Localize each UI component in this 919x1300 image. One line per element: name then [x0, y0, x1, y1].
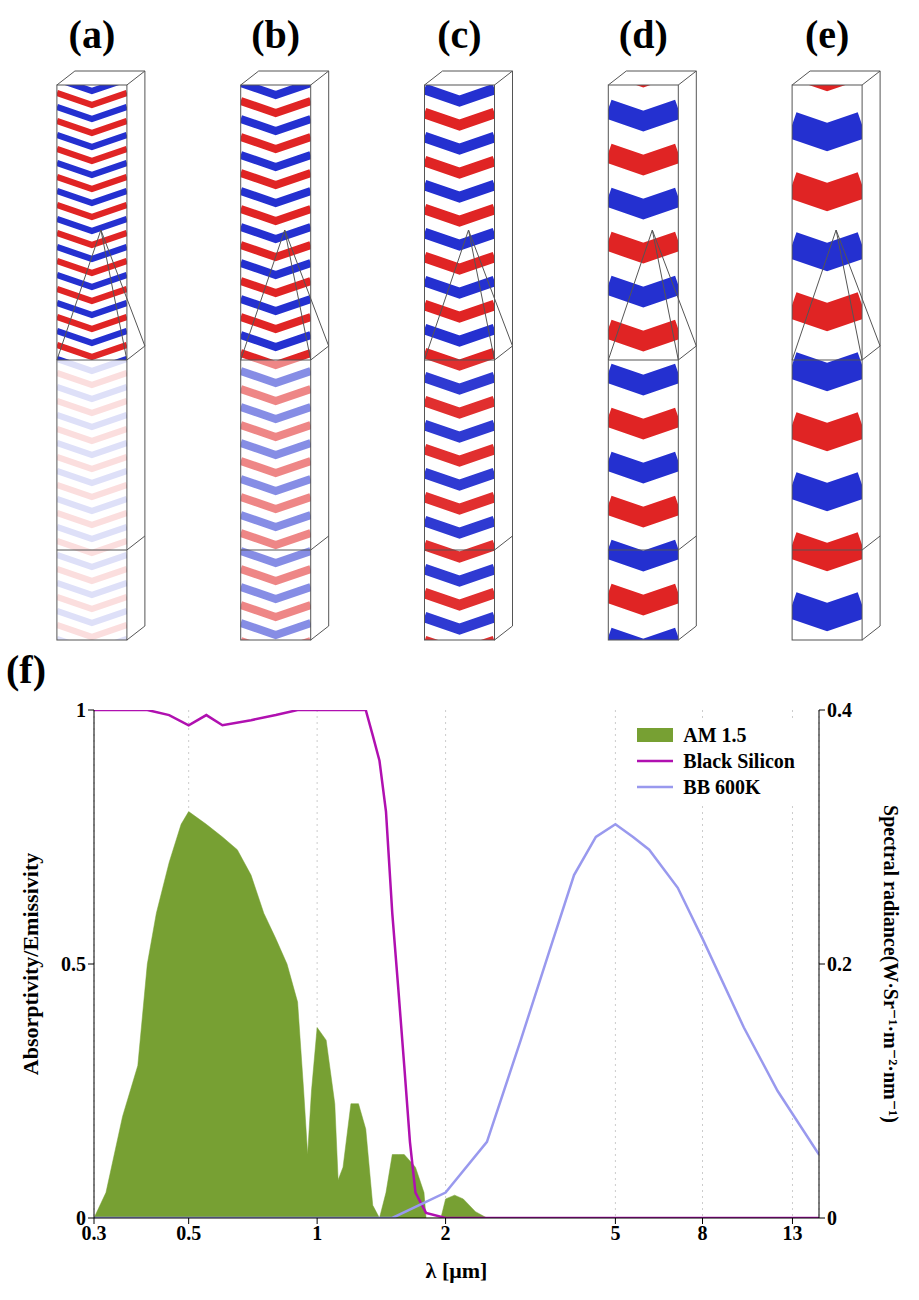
svg-text:(a): (a) [69, 12, 116, 57]
svg-text:Spectral radiance(W·Sr⁻¹·m⁻²·n: Spectral radiance(W·Sr⁻¹·m⁻²·nm⁻¹) [879, 805, 902, 1123]
html-text:Black Silicon: Black Silicon [683, 749, 795, 772]
html-text:AM 1.5: AM 1.5 [683, 723, 747, 746]
svg-text:1: 1 [312, 1222, 322, 1244]
svg-text:(b): (b) [251, 12, 300, 57]
svg-text:λ [μm]: λ [μm] [426, 1258, 488, 1283]
svg-text:13: 13 [782, 1222, 802, 1244]
svg-text:0.5: 0.5 [176, 1222, 201, 1244]
svg-text:0: 0 [76, 1207, 86, 1229]
svg-text:0: 0 [827, 1207, 837, 1229]
svg-text:0.3: 0.3 [81, 1222, 107, 1245]
svg-text:(e): (e) [805, 12, 849, 57]
html-text:(f): (f) [6, 647, 46, 692]
html-text:BB 600K: BB 600K [683, 775, 761, 798]
svg-text:2: 2 [441, 1222, 451, 1244]
svg-text:(d): (d) [619, 12, 668, 57]
svg-text:1: 1 [76, 699, 86, 721]
svg-text:Absorptivity/Emissivity: Absorptivity/Emissivity [18, 853, 43, 1075]
svg-text:0.5: 0.5 [61, 953, 86, 975]
svg-text:0.4: 0.4 [827, 699, 852, 721]
svg-text:(c): (c) [437, 12, 481, 57]
svg-text:8: 8 [698, 1222, 708, 1244]
svg-text:5: 5 [610, 1222, 620, 1244]
svg-text:0.2: 0.2 [827, 953, 852, 975]
